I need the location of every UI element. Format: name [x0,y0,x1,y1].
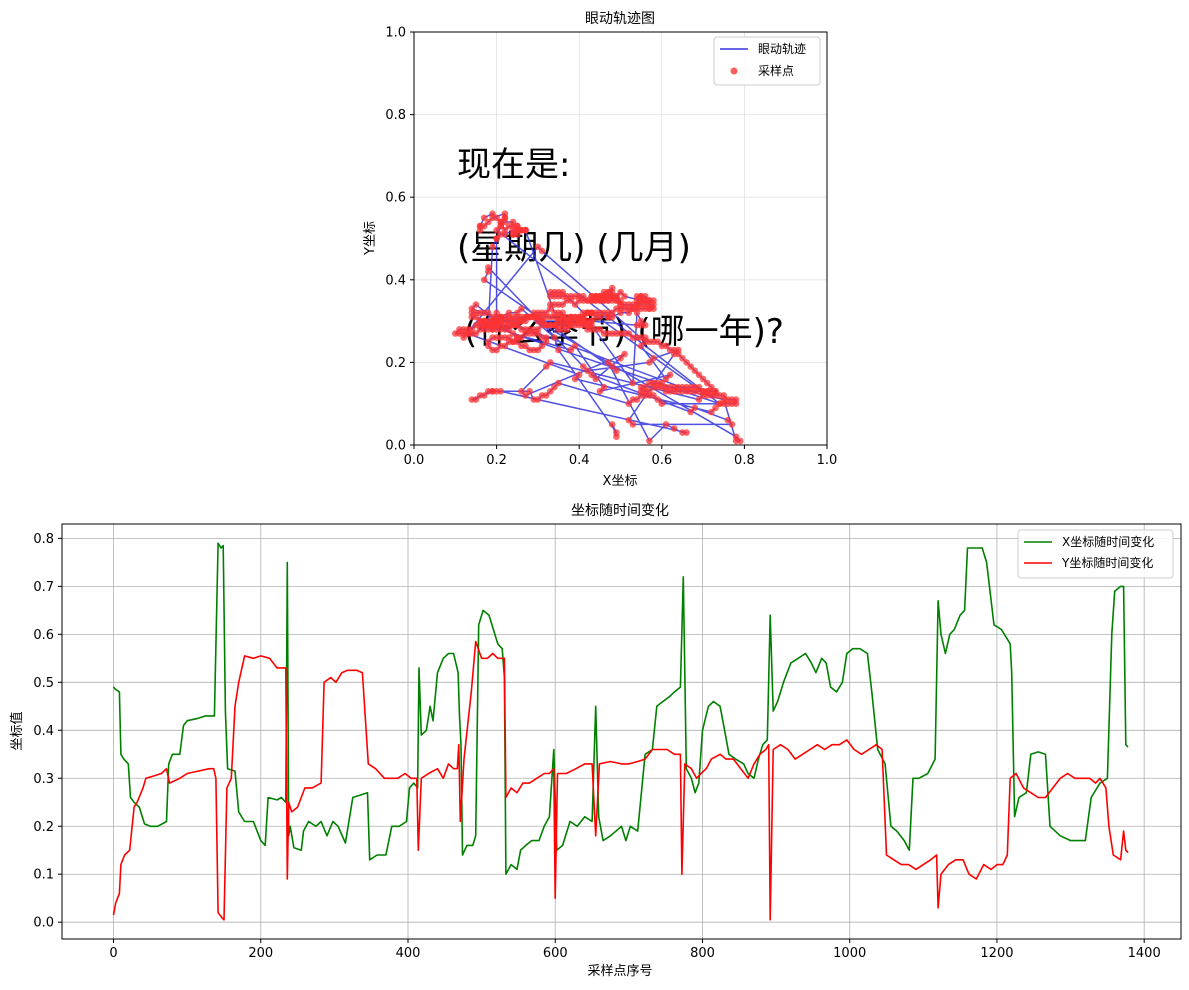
bottom-xtick-label: 400 [396,946,421,961]
y-series-line [114,642,1129,920]
legend-trajectory-label: 眼动轨迹 [758,42,806,56]
sample-point [671,351,678,358]
x-series-line [114,543,1129,874]
bottom-xtick-label: 1000 [833,946,866,961]
top-xtick-label: 1.0 [817,453,838,468]
sample-point [551,334,558,341]
sample-point [687,409,694,416]
bottom-ytick-label: 0.2 [33,820,54,835]
top-ytick-label: 0.2 [385,356,406,371]
sample-point [679,429,686,436]
top-chart-xlabel: X坐标 [603,474,638,489]
sample-point [502,231,509,238]
sample-point [638,297,645,304]
bottom-ytick-label: 0.6 [33,628,54,643]
sample-point [481,277,488,284]
sample-point [733,433,740,440]
sample-point [613,429,620,436]
sample-point [626,400,633,407]
bottom-chart-ylabel: 坐标值 [9,711,25,750]
bottom-ytick-label: 0.1 [33,868,54,883]
bottom-ytick-label: 0.0 [33,916,54,931]
eye-trajectory-chart: 眼动轨迹图 0.0 0.2 0.4 0.6 0.8 1.0 0.0 0.2 0.4 0.6 0.8… [363,11,837,489]
bottom-xtick-label: 200 [248,946,273,961]
sample-point [473,301,480,308]
top-chart-y-ticks: 0.0 0.2 0.4 0.6 0.8 1.0 [385,26,414,454]
sample-point [642,339,649,346]
top-xtick-label: 0.8 [734,453,755,468]
bottom-chart-y-ticks: 0.0 0.1 0.2 0.3 0.4 0.5 0.6 0.7 0.8 [33,532,62,931]
sample-point [555,347,562,354]
bottom-ytick-label: 0.5 [33,676,54,691]
sample-point [597,388,604,395]
sample-point [502,210,509,217]
stimulus-line-1: 现在是: [457,145,570,185]
bottom-xtick-label: 600 [543,946,568,961]
top-ytick-label: 0.0 [385,439,406,454]
sample-point [712,405,719,412]
sample-point [725,417,732,424]
top-ytick-label: 0.6 [385,191,406,206]
sample-point [663,376,670,383]
bottom-ytick-label: 0.7 [33,580,54,595]
sample-point [572,343,579,350]
sample-point [609,421,616,428]
sample-point [663,421,670,428]
sample-point [481,215,488,222]
coord-over-time-chart: 坐标随时间变化 0 200 400 600 800 1000 1200 1400 0.0 0.1… [9,503,1181,979]
bottom-xtick-label: 800 [690,946,715,961]
sample-point [510,330,517,337]
sample-point [464,330,471,337]
top-xtick-label: 0.6 [651,453,672,468]
legend-y-series-label: Y坐标随时间变化 [1061,555,1153,570]
bottom-chart-x-ticks: 0 200 400 600 800 1000 1200 1400 [109,939,1160,961]
top-chart-ylabel: Y坐标 [363,221,378,256]
top-xtick-label: 0.4 [569,453,590,468]
top-xtick-label: 0.0 [404,453,425,468]
sample-point [518,388,525,395]
sample-point [531,396,538,403]
sample-point [535,244,542,251]
top-chart-legend: 眼动轨迹 采样点 [714,37,820,85]
legend-x-series-label: X坐标随时间变化 [1062,534,1154,549]
bottom-chart-xlabel: 采样点序号 [587,964,652,979]
sample-point [477,223,484,230]
top-ytick-label: 1.0 [385,26,406,41]
sample-point [634,322,641,329]
top-ytick-label: 0.4 [385,273,406,288]
bottom-chart-legend: X坐标随时间变化 Y坐标随时间变化 [1018,530,1173,578]
sample-point [630,421,637,428]
bottom-chart-title: 坐标随时间变化 [571,503,669,519]
top-xtick-label: 0.2 [486,453,507,468]
bottom-xtick-label: 1200 [980,946,1013,961]
sample-point [580,310,587,317]
top-chart-title: 眼动轨迹图 [585,11,655,27]
sample-point [613,367,620,374]
legend-sample-marker [731,68,738,75]
top-ytick-label: 0.8 [385,108,406,123]
sample-point [572,376,579,383]
top-chart-x-ticks: 0.0 0.2 0.4 0.6 0.8 1.0 [404,445,838,468]
bottom-ytick-label: 0.3 [33,772,54,787]
sample-point [700,392,707,399]
sample-point [592,376,599,383]
sample-point [621,351,628,358]
bottom-ytick-label: 0.4 [33,724,54,739]
bottom-xtick-label: 0 [109,946,117,961]
bottom-ytick-label: 0.8 [33,532,54,547]
bottom-xtick-label: 1400 [1128,946,1161,961]
sample-point [522,227,529,234]
sample-point [469,396,476,403]
sample-point [646,438,653,445]
sample-point [489,244,496,251]
sample-point [671,425,678,432]
sample-point [547,359,554,366]
sample-point [497,388,504,395]
sample-point [630,380,637,387]
sample-point [650,355,657,362]
sample-point [485,264,492,271]
bottom-chart-data [114,543,1129,920]
legend-sample-label: 采样点 [758,63,794,78]
